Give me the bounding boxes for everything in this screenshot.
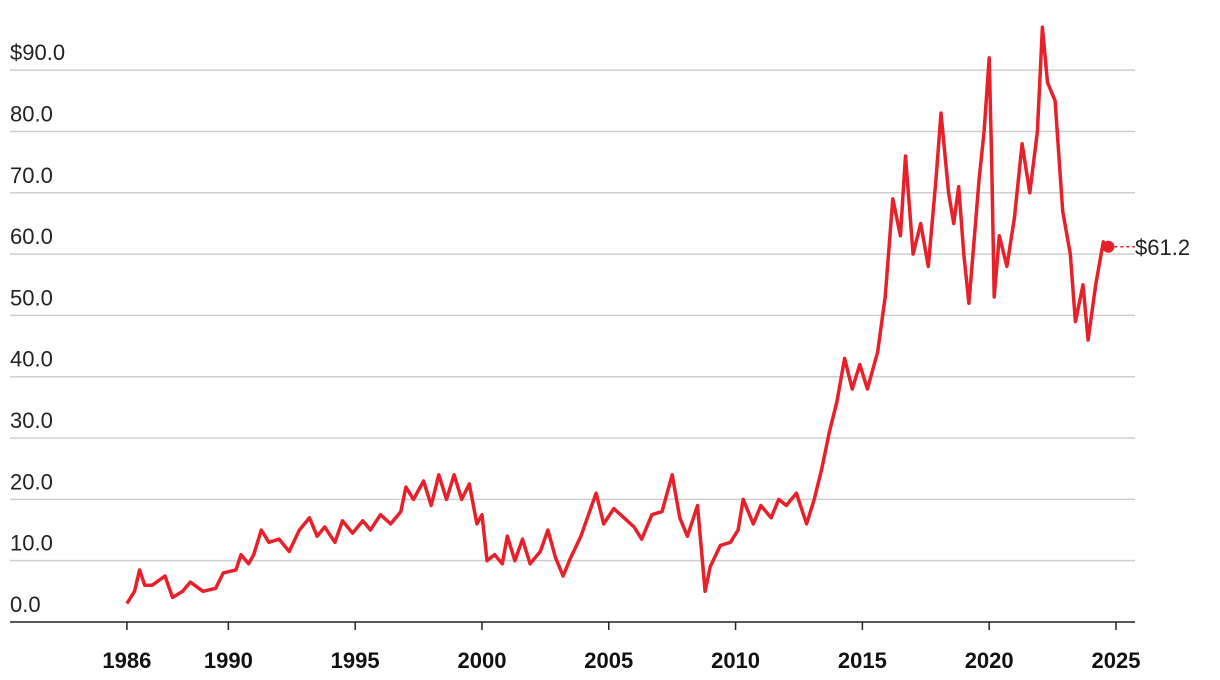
x-tick-label: 2005 bbox=[584, 648, 633, 673]
y-tick-label: 20.0 bbox=[10, 469, 53, 494]
x-tick-label: 1990 bbox=[204, 648, 253, 673]
y-tick-label: $90.0 bbox=[10, 40, 65, 65]
x-tick-label: 1995 bbox=[331, 648, 380, 673]
y-tick-label: 30.0 bbox=[10, 408, 53, 433]
end-point bbox=[1102, 240, 1115, 253]
end-label: $61.2 bbox=[1135, 235, 1190, 260]
y-tick-label: 0.0 bbox=[10, 592, 41, 617]
y-tick-label: 60.0 bbox=[10, 224, 53, 249]
x-tick-label: 2015 bbox=[838, 648, 887, 673]
x-tick-label: 2000 bbox=[457, 648, 506, 673]
y-tick-label: 10.0 bbox=[10, 531, 53, 556]
y-tick-label: 40.0 bbox=[10, 347, 53, 372]
line bbox=[125, 25, 1110, 605]
x-tick-label: 2020 bbox=[965, 648, 1014, 673]
y-tick-label: 50.0 bbox=[10, 285, 53, 310]
x-tick-label: 2025 bbox=[1092, 648, 1141, 673]
y-tick-label: 70.0 bbox=[10, 163, 53, 188]
y-tick-label: 80.0 bbox=[10, 101, 53, 126]
x-tick-label: 1986 bbox=[102, 648, 151, 673]
x-tick-label: 2010 bbox=[711, 648, 760, 673]
